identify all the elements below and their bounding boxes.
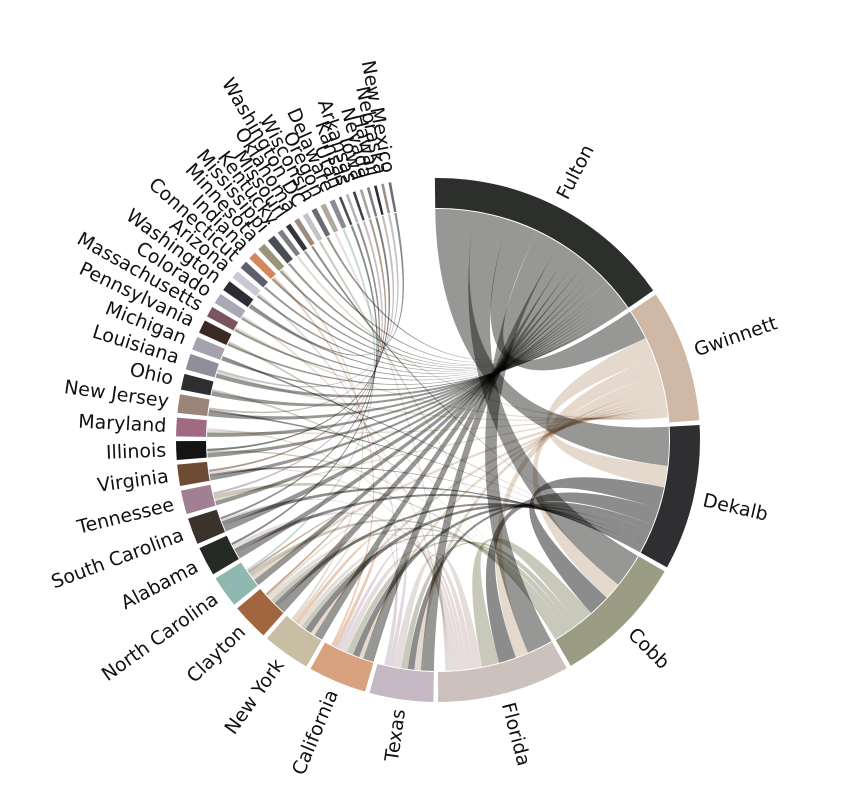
chord-ribbon-fulton-washington (248, 305, 628, 374)
chord-ribbon-gwinnett-florida (495, 374, 663, 658)
group-arc-ohio (180, 373, 214, 396)
group-arcs (176, 177, 700, 702)
chord-ribbon-cobb-washington-dc (318, 241, 556, 640)
group-label-california: California (288, 687, 343, 779)
group-arc-massachusetts (207, 306, 239, 331)
chord-ribbon-cobb-new-york (301, 534, 567, 635)
chord-ribbon-dekalb-texas (407, 502, 653, 670)
group-arc-new-jersey (177, 394, 210, 417)
group-arc-mississippi (267, 235, 293, 264)
group-arc-kansas (345, 193, 359, 223)
chord-ribbon-fulton-florida (485, 231, 560, 653)
group-arc-gwinnett (630, 294, 700, 423)
group-label-cobb: Cobb (624, 624, 674, 674)
chord-ribbons (207, 209, 669, 671)
group-arc-kentucky (277, 229, 300, 257)
group-arc-texas (369, 663, 434, 702)
group-arc-dekalb (640, 424, 700, 568)
group-arc-washington (223, 281, 254, 308)
chord-ribbon-gwinnett-cobb (532, 358, 660, 598)
chord-ribbon-florida-texas (392, 553, 483, 669)
group-arc-connecticut (240, 261, 268, 288)
group-arc-michigan (192, 336, 225, 360)
group-arc-arkansas (352, 191, 365, 221)
group-arc-oklahoma (294, 218, 315, 247)
chord-ribbon-california-new-york (294, 536, 379, 648)
chord-ribbon-fulton-california (363, 250, 580, 662)
group-arc-hawaii (373, 185, 384, 216)
group-arc-new-york (266, 615, 322, 667)
group-label-virginia: Virginia (96, 465, 170, 496)
group-arc-minnesota (258, 243, 285, 272)
group-label-gwinnett: Gwinnett (691, 312, 780, 361)
group-arc-cobb (555, 556, 665, 666)
group-arc-fulton (434, 177, 654, 308)
chord-ribbon-north-carolina-delaware (246, 228, 376, 572)
group-arc-virginia (177, 461, 210, 486)
group-label-illinois: Illinois (106, 439, 167, 463)
group-label-new-york: New York (220, 655, 288, 739)
group-arc-louisiana (185, 353, 219, 378)
group-arc-new-mexico (388, 182, 397, 213)
group-arc-south-carolina (188, 509, 225, 544)
group-arc-colorado (214, 293, 246, 319)
group-label-clayton: Clayton (183, 621, 250, 687)
group-arc-florida (438, 642, 567, 702)
chord-ribbon-alabama-utah (231, 225, 378, 546)
group-arc-indiana (249, 252, 276, 280)
group-arc-illinois (176, 440, 207, 460)
group-label-florida: Florida (497, 700, 535, 768)
group-arc-missouri (285, 223, 308, 252)
group-arc-nevada (366, 187, 378, 217)
group-arc-utah (338, 196, 353, 226)
chord-ribbon-fulton-wisconsin (326, 236, 628, 361)
group-label-maryland: Maryland (78, 411, 167, 437)
chord-ribbon-gwinnett-louisiana (216, 371, 668, 421)
group-arc-oregon (320, 203, 339, 233)
group-arc-wisconsin (311, 208, 331, 237)
chord-ribbon-cobb-california (346, 539, 573, 655)
group-arc-delaware (329, 199, 347, 229)
chord-ribbon-cobb-florida (472, 538, 592, 667)
chord-ribbon-dekalb-cobb (529, 477, 665, 614)
chord-ribbon-dekalb-florida (485, 492, 659, 663)
group-arc-california (310, 642, 374, 692)
group-label-dekalb: Dekalb (701, 489, 770, 525)
group-arc-iowa (359, 189, 371, 219)
chord-ribbon-cobb-clayton (271, 527, 564, 637)
chord-ribbon-gwinnett-dekalb (546, 338, 668, 488)
group-arc-tennessee (180, 484, 216, 515)
group-arc-pennsylvania (198, 320, 232, 345)
group-label-fulton: Fulton (552, 141, 598, 203)
chord-ribbon-fulton-gwinnett (490, 219, 646, 371)
group-arc-nebraska (381, 183, 391, 214)
group-arc-north-carolina (215, 562, 258, 605)
group-arc-washington-dc (302, 212, 323, 242)
group-label-texas: Texas (381, 708, 410, 764)
group-arc-clayton (237, 589, 284, 636)
group-arc-maryland (176, 417, 207, 437)
group-arc-arizona (232, 271, 261, 297)
group-arc-alabama (199, 535, 239, 575)
